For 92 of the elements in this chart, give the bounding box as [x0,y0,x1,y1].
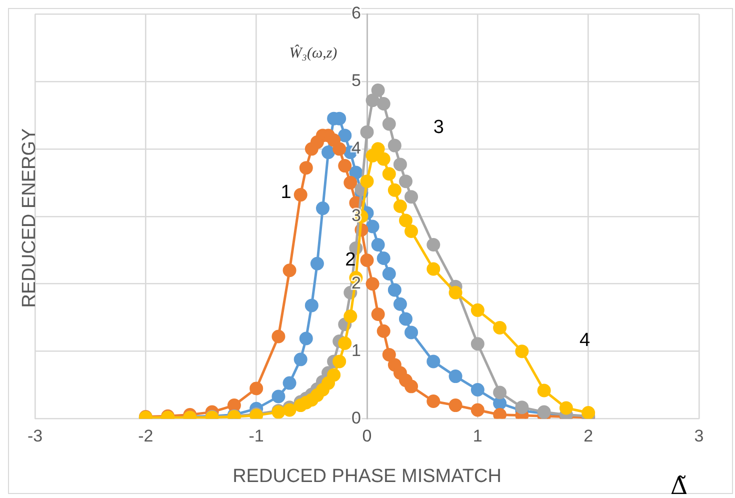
point [404,224,418,238]
point [388,283,402,297]
point [470,303,484,317]
point [349,166,363,180]
point [299,161,313,175]
point [448,286,462,300]
point [404,190,418,204]
annotation: Ŵ₃(ω,z) [289,44,338,62]
point [332,354,346,368]
point [366,94,380,108]
y-tick-label: 1 [352,341,361,360]
point [393,158,407,172]
point [448,370,462,384]
x-axis-title: REDUCED PHASE MISMATCH [232,466,502,487]
point [272,390,286,404]
point [360,125,374,139]
annotation: 1 [280,182,292,203]
point [344,310,358,323]
point [304,298,318,312]
y-axis-title: REDUCED ENERGY [19,128,41,308]
point [294,188,308,202]
point [493,408,507,419]
point [338,336,352,350]
point [376,152,390,166]
point [559,401,573,415]
point [332,142,346,156]
point [366,220,380,234]
point [310,256,324,270]
point [316,202,330,216]
point [376,324,390,338]
point [388,138,402,152]
annotation: 4 [580,330,591,351]
point [382,167,396,181]
x-tick-label: 2 [584,426,594,446]
point [366,277,380,291]
point [327,133,341,147]
point [376,251,390,265]
point [376,96,390,110]
point [371,83,385,97]
annotation: 3 [433,116,444,138]
point [344,176,358,190]
point [282,376,296,390]
point [299,332,313,346]
point [398,174,412,188]
point [294,352,308,366]
x-tick-label: -2 [138,426,154,446]
point [371,307,385,321]
point [371,238,385,252]
point [398,312,412,326]
point [426,262,440,276]
point [382,266,396,280]
point [582,406,596,419]
point [338,159,352,173]
point [470,337,484,351]
x-tick-label: 1 [472,426,482,446]
point [426,238,440,252]
point [282,264,296,278]
point [393,297,407,311]
point [338,128,352,142]
point [448,398,462,412]
point [537,384,551,398]
point [227,398,241,412]
point [398,214,412,228]
point [515,400,529,414]
point [322,146,336,160]
point [515,344,529,358]
point [426,354,440,368]
point [493,386,507,400]
point [360,254,374,268]
text: Δ̃ [670,472,688,498]
point [404,326,418,340]
point [272,330,286,344]
point [470,403,484,417]
point [250,382,264,396]
point [327,368,341,382]
point [282,403,296,417]
point [470,383,484,397]
x-tick-label: -3 [27,426,43,446]
y-tick-label: 5 [352,71,361,90]
y-tick-label: 6 [352,4,361,23]
point [360,174,374,188]
x-tick-label: -1 [248,426,264,446]
point [388,183,402,197]
point [382,348,396,362]
point [404,380,418,394]
point [382,117,396,131]
point [393,200,407,214]
point [426,394,440,408]
x-tick-label: 3 [694,426,704,446]
y-tick-label: 0 [352,408,361,428]
point [371,142,385,156]
point [493,320,507,334]
